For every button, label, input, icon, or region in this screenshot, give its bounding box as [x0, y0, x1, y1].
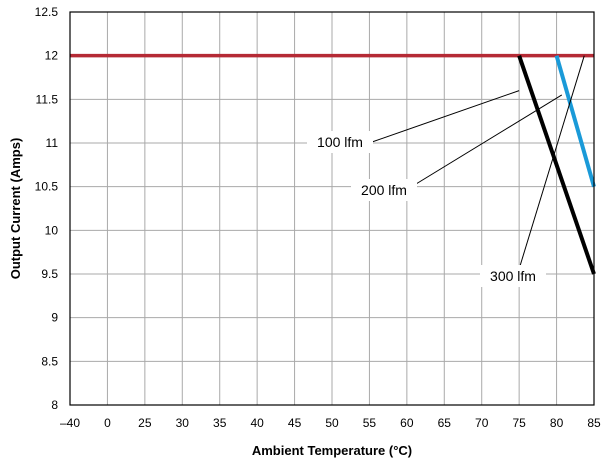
y-tick-label: 11 — [46, 136, 59, 150]
series-lines — [70, 53, 596, 275]
annotation-box — [307, 131, 373, 153]
annotation-label: 200 lfm — [361, 182, 407, 198]
y-tick-label: 12.5 — [35, 5, 59, 19]
series-line — [554, 55, 596, 188]
x-tick-label: 55 — [363, 416, 377, 430]
x-tick-label: 40 — [250, 416, 264, 430]
x-tick-label: 0 — [104, 416, 111, 430]
annotation-leader — [415, 94, 563, 185]
plot-frame — [69, 11, 595, 406]
annotation-leader — [371, 90, 520, 143]
annotation-box — [480, 265, 546, 287]
y-tick-label: 8 — [51, 398, 58, 412]
y-axis-title: Output Current (Amps) — [8, 138, 23, 280]
x-axis-title: Ambient Temperature (°C) — [252, 443, 412, 458]
y-tick-labels: 8 8.5 9 9.5 10 10.5 11 11.5 12 12.5 — [35, 5, 59, 412]
annotation-label: 300 lfm — [490, 268, 536, 284]
y-tick-label: 12 — [45, 49, 59, 63]
x-tick-label: 45 — [288, 416, 302, 430]
annotation-label: 100 lfm — [317, 134, 363, 150]
x-tick-label: 25 — [138, 416, 152, 430]
x-tick-label: 85 — [587, 416, 601, 430]
annotation-leader — [519, 55, 585, 267]
x-tick-label: 30 — [176, 416, 190, 430]
x-tick-label: 70 — [475, 416, 489, 430]
annotation-box — [351, 179, 417, 201]
x-tick-label: 80 — [550, 416, 564, 430]
y-tick-label: 10 — [45, 223, 59, 237]
y-tick-label: 10.5 — [35, 180, 59, 194]
x-tick-label: 65 — [438, 416, 452, 430]
x-tick-label: –40 — [60, 416, 80, 430]
x-tick-label: 35 — [213, 416, 227, 430]
x-tick-label: 75 — [512, 416, 526, 430]
series-line — [517, 55, 596, 275]
grid — [70, 12, 594, 405]
x-tick-labels: –40 0 25 30 35 40 45 50 55 60 65 70 75 80 85 — [60, 416, 601, 430]
x-tick-label: 50 — [325, 416, 339, 430]
y-tick-label: 9.5 — [41, 267, 58, 281]
x-tick-label: 60 — [400, 416, 414, 430]
y-tick-label: 9 — [51, 311, 58, 325]
annotations: 100 lfm 200 lfm 300 lfm — [307, 55, 585, 287]
y-tick-label: 8.5 — [41, 354, 58, 368]
y-tick-label: 11.5 — [36, 92, 59, 106]
